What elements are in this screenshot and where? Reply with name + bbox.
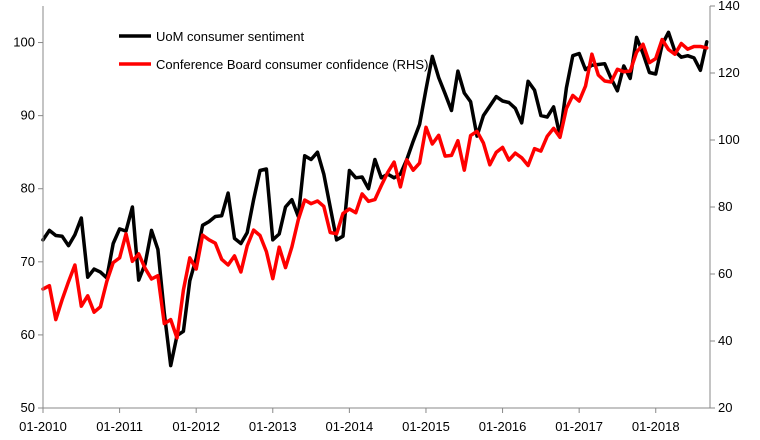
right-tick-label: 120 — [718, 65, 740, 80]
right-axis: 20 40 60 80 100 120 140 — [710, 0, 740, 415]
left-tick-label: 60 — [21, 327, 35, 342]
left-tick-label: 70 — [21, 254, 35, 269]
legend: UoM consumer sentiment Conference Board … — [119, 29, 428, 72]
x-tick-label: 01-2013 — [249, 419, 297, 434]
conference-board-confidence-line — [41, 37, 709, 340]
right-tick-label: 80 — [718, 199, 732, 214]
legend-label-uom: UoM consumer sentiment — [156, 29, 304, 44]
right-tick-label: 40 — [718, 333, 732, 348]
x-tick-label: 01-2010 — [19, 419, 67, 434]
left-tick-label: 90 — [21, 108, 35, 123]
legend-item-uom: UoM consumer sentiment — [119, 29, 304, 44]
right-tick-label: 20 — [718, 400, 732, 415]
x-tick-label: 01-2012 — [172, 419, 220, 434]
x-tick-label: 01-2015 — [402, 419, 450, 434]
right-tick-label: 140 — [718, 0, 740, 13]
x-axis: 01-2010 01-2011 01-2012 01-2013 01-2014 01-20… — [19, 408, 680, 434]
x-tick-label: 01-2018 — [632, 419, 680, 434]
series-lines — [41, 30, 709, 368]
x-tick-label: 01-2016 — [479, 419, 527, 434]
left-tick-label: 100 — [13, 35, 35, 50]
right-tick-label: 60 — [718, 266, 732, 281]
x-tick-label: 01-2017 — [555, 419, 603, 434]
legend-label-conference-board: Conference Board consumer confidence (RH… — [156, 57, 428, 72]
x-tick-label: 01-2011 — [96, 419, 143, 434]
x-tick-label: 01-2014 — [326, 419, 374, 434]
left-tick-label: 80 — [21, 181, 35, 196]
right-tick-label: 100 — [718, 132, 740, 147]
left-tick-label: 50 — [21, 400, 35, 415]
left-axis: 50 60 70 80 90 100 — [13, 35, 43, 415]
legend-item-conference-board: Conference Board consumer confidence (RH… — [119, 57, 428, 72]
